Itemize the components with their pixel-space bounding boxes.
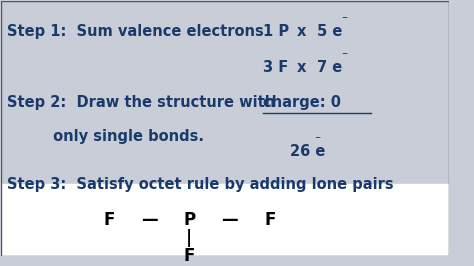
Text: 7 e: 7 e bbox=[317, 60, 342, 75]
Text: —: — bbox=[221, 211, 238, 229]
Text: |: | bbox=[186, 229, 192, 247]
Text: Step 1:  Sum valence electrons: Step 1: Sum valence electrons bbox=[7, 24, 264, 39]
Text: ⁻: ⁻ bbox=[342, 50, 348, 63]
Text: P: P bbox=[183, 211, 195, 229]
Text: 1 P: 1 P bbox=[263, 24, 289, 39]
Text: 5 e: 5 e bbox=[317, 24, 342, 39]
Text: F: F bbox=[264, 211, 275, 229]
Text: ⁻: ⁻ bbox=[315, 134, 321, 147]
Text: 3 F: 3 F bbox=[263, 60, 289, 75]
Bar bbox=[1, 184, 449, 256]
Text: Step 3:  Satisfy octet rule by adding lone pairs: Step 3: Satisfy octet rule by adding lon… bbox=[7, 177, 393, 192]
Text: x: x bbox=[297, 24, 306, 39]
Text: 26 e: 26 e bbox=[290, 144, 326, 159]
Text: charge: 0: charge: 0 bbox=[263, 95, 341, 110]
Text: F: F bbox=[183, 247, 195, 265]
Text: x: x bbox=[297, 60, 306, 75]
Text: —: — bbox=[141, 211, 157, 229]
Text: ⁻: ⁻ bbox=[342, 14, 348, 27]
Text: F: F bbox=[103, 211, 115, 229]
Text: Step 2:  Draw the structure with: Step 2: Draw the structure with bbox=[7, 95, 275, 110]
Text: only single bonds.: only single bonds. bbox=[7, 128, 204, 143]
